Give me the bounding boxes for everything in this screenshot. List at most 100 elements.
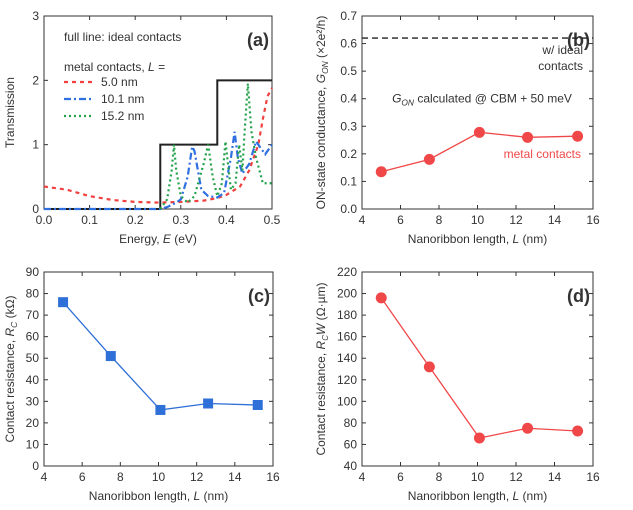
x-tick-label: 12 [509, 213, 523, 227]
y-tick-label: 10 [26, 437, 40, 451]
series-line [62, 301, 258, 411]
x-axis-label: Nanoribbon length, L (nm) [89, 489, 228, 503]
data-point [203, 398, 214, 409]
series-line-15-2-nm [159, 83, 272, 210]
y-tick-label: 0.0 [340, 202, 357, 216]
y-tick-label: 0.6 [340, 37, 357, 51]
annotation: GON calculated @ CBM + 50 meV [392, 92, 572, 108]
x-tick-label: 6 [79, 470, 86, 484]
x-axis-label: Nanoribbon length, L (nm) [408, 232, 547, 246]
x-tick-label: 12 [190, 470, 204, 484]
data-point [423, 361, 435, 373]
x-tick-label: 4 [41, 470, 48, 484]
annotation: full line: ideal contacts [64, 30, 181, 44]
panel-b: 4 6 8 10 12 14 16 0.0 0.1 0.2 0.3 0.4 0.5 0.6 0.7 Nanor… [314, 9, 600, 246]
panel-label: (a) [247, 30, 269, 50]
series-line [380, 297, 578, 439]
panel-a: 0.0 0.1 0.2 0.3 0.4 0.5 0 1 2 3 Energy, E (eV) Tran… [3, 9, 281, 246]
y-tick-label: 0 [32, 459, 39, 473]
x-tick-label: 0.5 [264, 213, 281, 227]
y-tick-label: 80 [26, 287, 40, 301]
series-line-10-1-nm [44, 131, 273, 211]
y-tick-label: 50 [26, 351, 40, 365]
x-tick-label: 14 [228, 470, 242, 484]
x-tick-label: 6 [397, 470, 404, 484]
x-tick-label: 16 [266, 470, 280, 484]
y-tick-label: 0.1 [340, 174, 357, 188]
panel-label: (c) [248, 286, 270, 306]
y-tick-label: 40 [344, 459, 358, 473]
x-tick-label: 0.3 [172, 213, 189, 227]
ideal-label: w/ ideal [541, 43, 583, 57]
x-tick-label: 8 [436, 213, 443, 227]
y-tick-label: 0.2 [340, 147, 357, 161]
x-tick-label: 6 [397, 213, 404, 227]
x-tick-label: 8 [436, 470, 443, 484]
y-tick-label: 90 [26, 265, 40, 279]
x-tick-label: 10 [471, 470, 485, 484]
data-point [252, 399, 263, 410]
y-tick-label: 220 [337, 265, 357, 279]
y-tick-label: 140 [337, 351, 357, 365]
x-tick-label: 0.4 [218, 213, 235, 227]
y-tick-label: 20 [26, 416, 40, 430]
data-point [572, 425, 584, 437]
panel-d: 4 6 8 10 12 14 16 40 60 80 100 120 140 160 180 200 220 Na… [314, 265, 600, 503]
x-tick-label: 0.0 [36, 213, 53, 227]
x-tick-label: 14 [548, 470, 562, 484]
panel-label: (d) [567, 286, 590, 306]
legend-label: 15.2 nm [101, 109, 144, 123]
data-point [155, 404, 166, 415]
data-point [375, 166, 387, 178]
x-axis-label: Nanoribbon length, L (nm) [408, 489, 547, 503]
y-tick-label: 120 [337, 373, 357, 387]
panel-label: (b) [567, 30, 590, 50]
legend-label: 5.0 nm [101, 75, 138, 89]
y-tick-label: 30 [26, 394, 40, 408]
legend-title: metal contacts, L = [64, 60, 165, 74]
x-tick-label: 0.1 [81, 213, 98, 227]
data-point [423, 153, 435, 165]
plot-frame [43, 271, 274, 467]
y-tick-label: 40 [26, 373, 40, 387]
x-tick-label: 16 [586, 470, 600, 484]
data-point [522, 131, 534, 143]
data-point [105, 351, 116, 362]
y-tick-label: 0 [32, 202, 39, 216]
y-tick-label: 200 [337, 287, 357, 301]
y-tick-label: 2 [32, 73, 39, 87]
plot-frame [43, 15, 273, 210]
data-point [375, 292, 387, 304]
data-point [572, 130, 584, 142]
x-tick-label: 16 [586, 213, 600, 227]
y-axis-label: Contact resistance, RCW (Ω·µm) [314, 282, 330, 455]
series-label: metal contacts [504, 147, 581, 161]
legend-label: 10.1 nm [101, 92, 144, 106]
y-axis-label: ON-state conductance, GON (×2e²/h) [314, 16, 330, 210]
y-tick-label: 70 [26, 308, 40, 322]
y-tick-label: 0.3 [340, 119, 357, 133]
x-tick-label: 10 [471, 213, 485, 227]
y-tick-label: 60 [26, 330, 40, 344]
series-line-ideal [44, 79, 272, 210]
y-tick-label: 1 [32, 138, 39, 152]
x-axis-label: Energy, E (eV) [119, 232, 197, 246]
data-point [58, 297, 69, 308]
y-tick-label: 0.7 [340, 9, 357, 23]
data-point [473, 432, 485, 444]
y-axis-label: Transmission [3, 77, 17, 148]
y-tick-label: 0.4 [340, 92, 357, 106]
y-tick-label: 180 [337, 308, 357, 322]
panel-c: 4 6 8 10 12 14 16 0 10 20 30 40 50 60 70 80 90 Nanoribbon… [3, 265, 280, 503]
y-tick-label: 0.5 [340, 64, 357, 78]
x-tick-label: 0.2 [127, 213, 144, 227]
x-tick-label: 10 [152, 470, 166, 484]
x-tick-label: 4 [359, 470, 366, 484]
y-tick-label: 80 [344, 416, 358, 430]
y-tick-label: 160 [337, 330, 357, 344]
x-tick-label: 12 [509, 470, 523, 484]
x-tick-label: 14 [548, 213, 562, 227]
x-tick-label: 4 [359, 213, 366, 227]
data-point [522, 422, 534, 434]
